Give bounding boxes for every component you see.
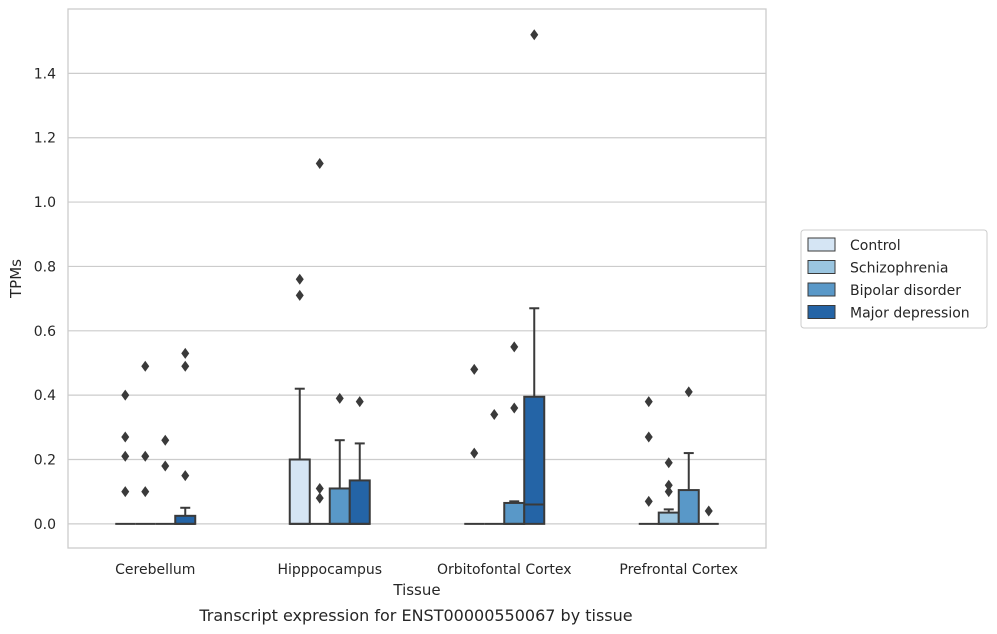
box-3-1 [657, 508, 680, 525]
outlier-point [644, 431, 653, 443]
y-axis-title: TPMs [7, 259, 25, 299]
x-tick-label: Hipppocampus [277, 562, 382, 578]
x-tick-label: Orbitofontal Cortex [437, 562, 572, 578]
outlier-point [121, 450, 130, 462]
outlier-point [335, 392, 344, 404]
y-tick-label: 0.8 [34, 259, 56, 275]
box-1-3 [348, 442, 371, 525]
outlier-point [315, 482, 324, 494]
box-body [288, 458, 311, 525]
outlier-point [295, 289, 304, 301]
x-tick-label: Cerebellum [115, 562, 195, 578]
outlier-point [704, 505, 713, 517]
outlier-point [315, 492, 324, 504]
box-body [677, 489, 700, 525]
outlier-point [664, 486, 673, 498]
outlier-point [181, 360, 190, 372]
outlier-point [121, 486, 130, 498]
y-tick-label: 0.4 [34, 388, 56, 404]
legend-swatch [807, 260, 836, 274]
outlier-point [530, 29, 539, 41]
y-tick-label: 1.4 [34, 66, 56, 82]
y-tick-label: 0.0 [34, 517, 56, 533]
box-groups [115, 307, 719, 525]
box-2-3 [523, 307, 546, 525]
outlier-point [121, 389, 130, 401]
y-tick-labels: 0.0 0.2 0.4 0.6 0.8 1.0 1.2 1.4 [34, 66, 56, 533]
legend-box [800, 229, 988, 329]
outlier-point [470, 447, 479, 459]
outlier-point [510, 402, 519, 414]
boxplot-chart: 0.0 0.2 0.4 0.6 0.8 1.0 1.2 1.4 Cerebellum Hippp… [7, 8, 988, 599]
legend-label: Schizophrenia [850, 261, 948, 277]
outlier-point [295, 273, 304, 285]
outlier-point [181, 470, 190, 482]
x-axis-title: Tissue [392, 581, 440, 599]
outlier-point [470, 363, 479, 375]
figure-caption: Transcript expression for ENST0000055006… [199, 606, 633, 625]
box-body [657, 511, 680, 525]
outlier-point [141, 450, 150, 462]
legend-swatch [807, 282, 836, 297]
box-body [523, 395, 546, 525]
legend-label: Major depression [850, 306, 970, 322]
box-1-2 [328, 439, 351, 525]
outlier-point [664, 457, 673, 469]
outlier-point [664, 479, 673, 491]
x-tick-label: Prefrontal Cortex [619, 562, 738, 578]
y-tick-label: 0.6 [34, 324, 56, 340]
outlier-points [121, 29, 713, 517]
y-tick-label: 1.0 [34, 195, 56, 211]
box-body [328, 487, 351, 525]
y-tick-label: 1.2 [34, 131, 56, 147]
outlier-point [684, 386, 693, 398]
legend-label: Bipolar disorder [850, 283, 961, 299]
outlier-point [141, 360, 150, 372]
y-tick-label: 0.2 [34, 453, 56, 469]
outlier-point [644, 396, 653, 408]
legend-label: Control [850, 238, 901, 254]
box-body [348, 479, 371, 525]
outlier-point [121, 431, 130, 443]
legend-swatch [807, 305, 836, 319]
box-body [503, 501, 526, 525]
outlier-point [161, 434, 170, 446]
box-1-0 [288, 387, 311, 525]
outlier-point [161, 460, 170, 472]
outlier-point [510, 341, 519, 353]
box-3-2 [677, 452, 700, 525]
outlier-point [315, 157, 324, 169]
x-tick-labels: Cerebellum Hipppocampus Orbitofontal Corte… [115, 562, 738, 578]
plot-frame [67, 8, 767, 549]
outlier-point [355, 396, 364, 408]
box-body [174, 514, 197, 525]
gridlines [68, 72, 766, 525]
legend: Control Schizophrenia Bipolar disorder Majo… [800, 229, 988, 329]
box-0-3 [174, 506, 197, 525]
box-2-2 [503, 500, 526, 525]
outlier-point [490, 408, 499, 420]
outlier-point [181, 347, 190, 359]
outlier-point [141, 486, 150, 498]
legend-swatch [807, 237, 836, 252]
outlier-point [644, 495, 653, 507]
